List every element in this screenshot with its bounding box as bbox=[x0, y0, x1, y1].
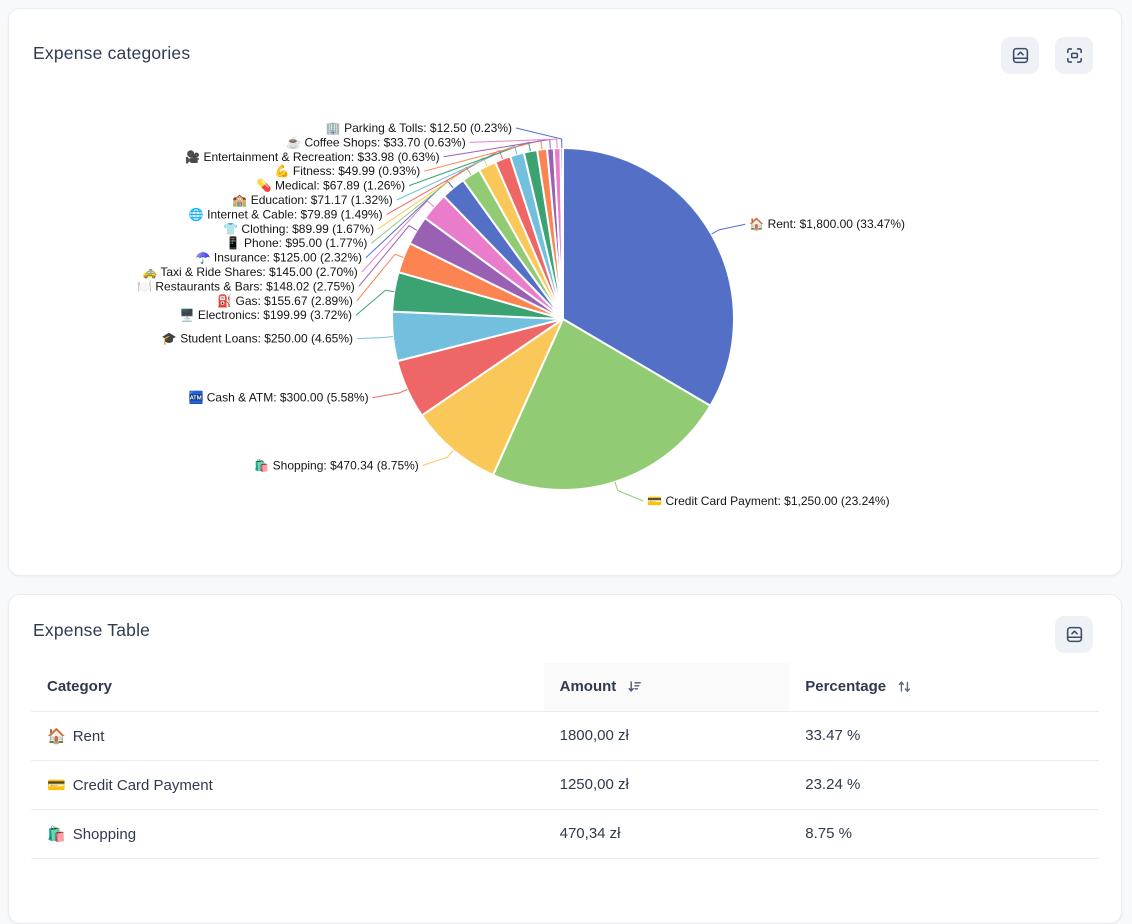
pie-label-line bbox=[515, 127, 563, 149]
sort-descending-icon bbox=[628, 681, 642, 693]
pie-label-line bbox=[356, 253, 404, 302]
pie-label: ⛽ Gas: $155.67 (2.89%) bbox=[217, 294, 353, 308]
pie-label-line bbox=[365, 180, 454, 258]
pie-label-line bbox=[358, 225, 418, 287]
pie-label-line bbox=[372, 388, 408, 399]
category-header-label: Category bbox=[47, 678, 113, 696]
pie-label-line bbox=[614, 481, 644, 502]
percentage-header-label: Percentage bbox=[805, 678, 887, 696]
pie-label: 💊 Medical: $67.89 (1.26%) bbox=[257, 178, 405, 193]
pie-label-line bbox=[408, 141, 531, 187]
pie-label: 🌐 Internet & Cable: $79.89 (1.49%) bbox=[189, 207, 383, 221]
pie-label: 🖥️ Electronics: $199.99 (3.72%) bbox=[180, 308, 352, 322]
percentage-cell: 33.47 % bbox=[789, 711, 1099, 761]
collapse-panel-icon bbox=[1012, 47, 1028, 64]
amount-cell: 1800,00 zł bbox=[543, 711, 790, 761]
pie-label: 🏢 Parking & Tolls: $12.50 (0.23%) bbox=[326, 121, 512, 135]
pie-label: 🏫 Education: $71.17 (1.32%) bbox=[232, 193, 392, 207]
pie-label-line bbox=[355, 289, 395, 316]
pie-label: 🎥 Entertainment & Recreation: $33.98 (0.… bbox=[185, 150, 439, 164]
pie-label: 🍽️ Restaurants & Bars: $148.02 (2.75%) bbox=[137, 279, 355, 293]
table-row[interactable]: 🛍️ Shopping 470,34 zł 8.75 % bbox=[31, 809, 1099, 859]
pie-label-line bbox=[356, 336, 393, 340]
category-cell: 🛍️ Shopping bbox=[31, 809, 544, 859]
pie-label-line bbox=[424, 139, 543, 172]
pie-label: 🎓 Student Loans: $250.00 (4.65%) bbox=[162, 332, 353, 346]
pie-label: 🛍️ Shopping: $470.34 (8.75%) bbox=[254, 459, 418, 473]
pie-label: ☕ Coffee Shops: $33.70 (0.63%) bbox=[286, 134, 466, 149]
pie-slice-credit-card-payment[interactable] bbox=[492, 318, 712, 491]
expense-pie-chart: 🏠 Rent: $1,800.00 (33.47%) 💳 Credit Card … bbox=[137, 121, 905, 508]
pie-label: 🚕 Taxi & Ride Shares: $145.00 (2.70%) bbox=[142, 265, 358, 279]
pie-slice-parking-tolls[interactable] bbox=[559, 147, 564, 320]
table-row[interactable]: 💳 Credit Card Payment 1250,00 zł 23.24 % bbox=[31, 760, 1099, 810]
column-header-percentage[interactable]: Percentage bbox=[789, 663, 1099, 712]
chart-card-title: Expense categories bbox=[33, 43, 191, 63]
amount-header-label: Amount bbox=[559, 678, 617, 696]
pie-label-line bbox=[361, 200, 435, 273]
table-row[interactable]: 🏠 Rent 1800,00 zł 33.47 % bbox=[31, 711, 1099, 761]
collapse-card-button[interactable] bbox=[1001, 37, 1039, 74]
pie-slice-shopping[interactable] bbox=[420, 318, 564, 477]
table-header-row: Category Amount Percentage bbox=[31, 663, 1099, 712]
pie-label: 🏠 Rent: $1,800.00 (33.47%) bbox=[749, 217, 905, 231]
sort-toggle-icon bbox=[898, 681, 911, 693]
rent-emoji-icon: 🏠 bbox=[47, 727, 66, 745]
pie-label: 👕 Clothing: $89.99 (1.67%) bbox=[223, 222, 374, 236]
expense-table-card: Expense Table Category Amount bbox=[8, 594, 1122, 924]
shopping-emoji-icon: 🛍️ bbox=[47, 825, 66, 843]
percentage-cell: 8.75 % bbox=[789, 809, 1099, 859]
pie-label: 💳 Credit Card Payment: $1,250.00 (23.24%… bbox=[647, 494, 889, 508]
column-header-category[interactable]: Category bbox=[31, 663, 544, 712]
percentage-cell: 23.24 % bbox=[789, 760, 1099, 810]
pie-label-line bbox=[711, 223, 746, 235]
table-card-title: Expense Table bbox=[33, 620, 151, 640]
credit-card-emoji-icon: 💳 bbox=[47, 776, 66, 794]
collapse-table-button[interactable] bbox=[1055, 616, 1093, 653]
amount-cell: 470,34 zł bbox=[543, 809, 790, 859]
pie-label: 📱 Phone: $95.00 (1.77%) bbox=[226, 236, 368, 250]
column-header-amount[interactable]: Amount bbox=[543, 663, 790, 712]
pie-label-line bbox=[469, 138, 558, 149]
fullscreen-icon bbox=[1066, 48, 1082, 63]
expense-table: Category Amount Percentage bbox=[31, 663, 1099, 859]
pie-label-line bbox=[377, 156, 488, 230]
category-cell: 💳 Credit Card Payment bbox=[31, 760, 544, 810]
fullscreen-button[interactable] bbox=[1055, 37, 1093, 74]
pie-label-line bbox=[371, 166, 472, 244]
collapse-panel-icon bbox=[1066, 626, 1082, 643]
amount-cell: 1250,00 zł bbox=[543, 760, 790, 810]
pie-label-line bbox=[386, 149, 504, 215]
pie-label: ☂️ Insurance: $125.00 (2.32%) bbox=[196, 251, 362, 265]
pie-label: 🏧 Cash & ATM: $300.00 (5.58%) bbox=[188, 391, 368, 405]
category-cell: 🏠 Rent bbox=[31, 711, 544, 761]
pie-label-line bbox=[422, 449, 454, 466]
pie-label: 💪 Fitness: $49.99 (0.93%) bbox=[275, 164, 421, 178]
expense-categories-card: Expense categories 🏠 Rent: $1,800.00 (33… bbox=[8, 8, 1122, 576]
pie-slice-rent[interactable] bbox=[562, 147, 735, 407]
